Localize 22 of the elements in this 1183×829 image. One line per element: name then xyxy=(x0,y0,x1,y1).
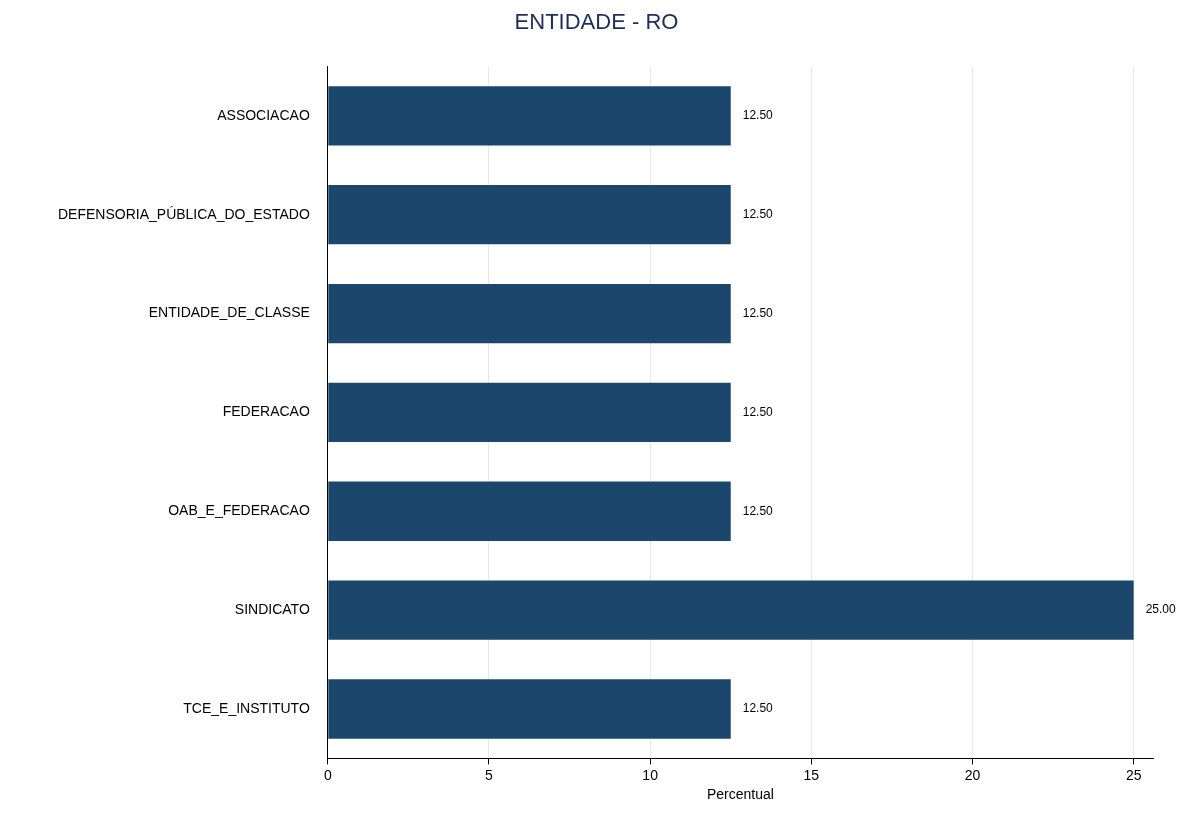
data-label: 12.50 xyxy=(742,404,774,419)
y-tick-label: DEFENSORIA_PÚBLICA_DO_ESTADO xyxy=(58,205,310,222)
data-label: 12.50 xyxy=(742,305,774,320)
data-label: 12.50 xyxy=(742,207,774,221)
y-tick-label: FEDERACAO xyxy=(222,403,310,420)
data-label: 25.00 xyxy=(1145,602,1177,617)
y-tick-label: OAB_E_FEDERACAO xyxy=(168,502,310,519)
data-label: 12.50 xyxy=(742,503,774,518)
x-tick-label: 10 xyxy=(642,766,659,783)
y-tick-label: SINDICATO xyxy=(234,600,310,617)
data-label: 12.50 xyxy=(742,108,774,123)
x-tick-label: 0 xyxy=(323,766,332,783)
x-tick-label: 5 xyxy=(485,766,494,783)
x-tick-label: 25 xyxy=(1125,766,1142,783)
data-label: 12.50 xyxy=(742,701,774,716)
chart-title: ENTIDADE - RO xyxy=(514,9,679,35)
x-tick-label: 20 xyxy=(964,766,981,783)
y-tick-label: ASSOCIACAO xyxy=(217,106,310,123)
x-tick-label: 15 xyxy=(803,766,820,783)
x-axis-title: Percentual xyxy=(706,786,774,803)
y-tick-label: ENTIDADE_DE_CLASSE xyxy=(148,304,310,321)
y-tick-label: TCE_E_INSTITUTO xyxy=(183,699,310,716)
